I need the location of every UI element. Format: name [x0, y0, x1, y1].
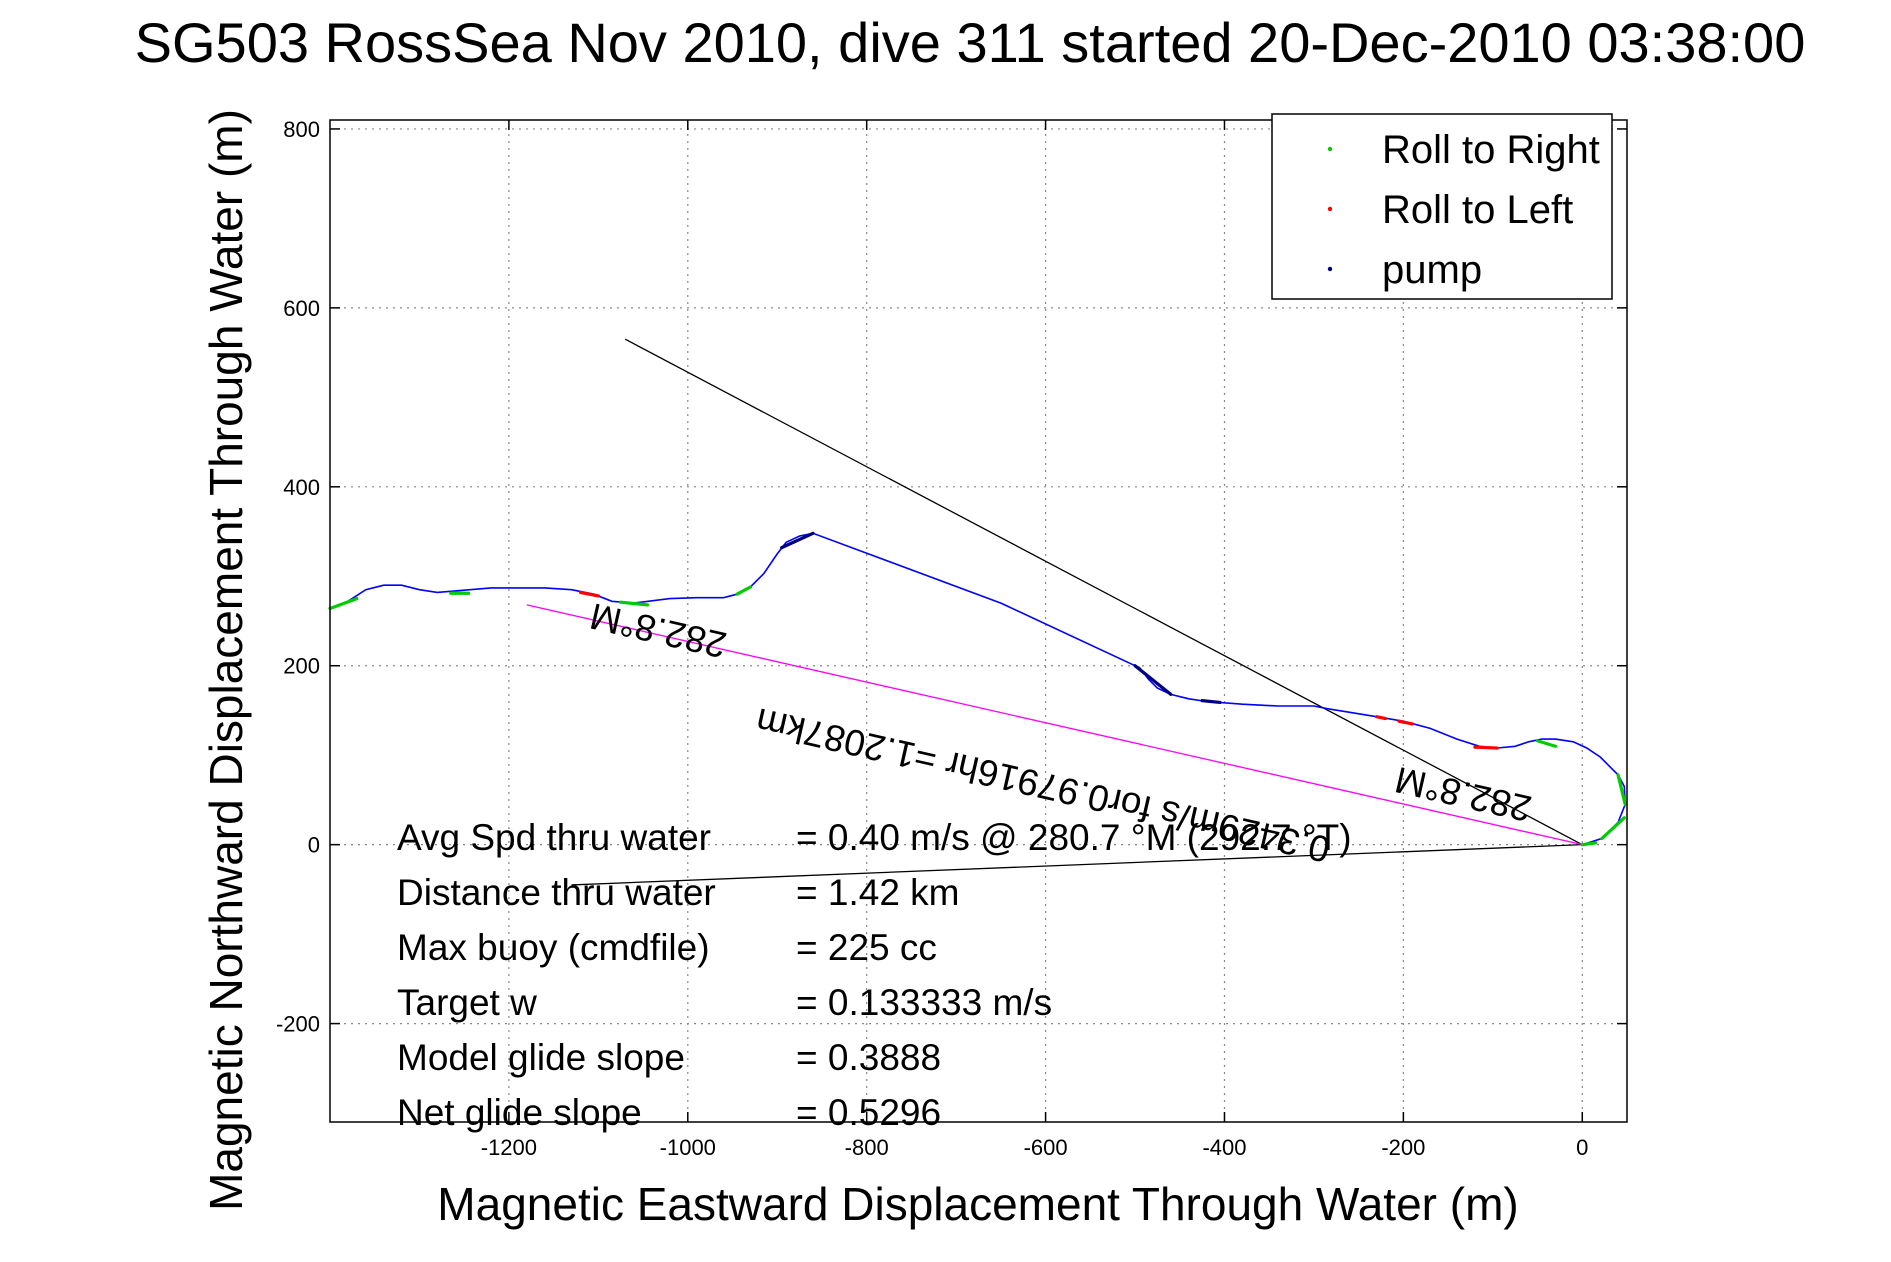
rotated-annotation: 282.8°M	[586, 595, 730, 666]
rotated-annotation: 282.8°M	[1391, 759, 1535, 830]
pump-segment	[780, 531, 815, 550]
legend-marker	[1327, 266, 1333, 272]
stat-value: = 0.5296	[796, 1092, 941, 1133]
reference-lines	[526, 338, 1583, 886]
stat-value: = 0.133333 m/s	[796, 982, 1052, 1023]
glider-track-line	[329, 532, 1627, 846]
stat-value: = 225 cc	[796, 927, 937, 968]
x-tick-label: -1200	[481, 1135, 537, 1160]
stat-label: Max buoy (cmdfile)	[397, 927, 710, 968]
x-tick-label: -800	[845, 1135, 889, 1160]
y-tick-label: 600	[283, 296, 320, 321]
stat-label: Model glide slope	[397, 1037, 685, 1078]
roll-left-segment	[1374, 715, 1388, 721]
chart-title: SG503 RossSea Nov 2010, dive 311 started…	[135, 11, 1806, 74]
y-tick-label: 800	[283, 117, 320, 142]
roll-right-segment	[619, 600, 650, 607]
roll-left-segment	[578, 590, 600, 598]
x-tick-label: -1000	[660, 1135, 716, 1160]
x-tick-label: -200	[1381, 1135, 1425, 1160]
stat-label: Distance thru water	[397, 872, 716, 913]
roll-left-segment	[1397, 719, 1414, 726]
y-tick-label: -200	[276, 1012, 320, 1037]
plot-frame	[329, 119, 1628, 1123]
x-axis-label: Magnetic Eastward Displacement Through W…	[437, 1178, 1518, 1230]
roll-right-segment	[1535, 739, 1558, 748]
y-tick-label: 400	[283, 475, 320, 500]
x-tick-label: -600	[1024, 1135, 1068, 1160]
stats-block: Avg Spd thru water = 0.40 m/s @ 280.7 °M …	[397, 817, 1352, 1133]
pump-segment	[1200, 699, 1222, 705]
x-tick-label: -400	[1202, 1135, 1246, 1160]
stat-label: Net glide slope	[397, 1092, 642, 1133]
track-layer	[328, 531, 1627, 847]
x-tick-label: 0	[1576, 1135, 1588, 1160]
axis-ticks: -1200 -1000 -800 -600 -400 -200 0 -200 0 200 400 60…	[276, 117, 1627, 1160]
roll-right-segment	[328, 597, 359, 611]
roll-right-segment	[735, 585, 753, 596]
legend-label: Roll to Right	[1382, 128, 1600, 172]
y-tick-label: 0	[308, 833, 320, 858]
roll-left-segment	[1473, 745, 1499, 750]
legend-label: pump	[1382, 248, 1482, 292]
legend: Roll to Right Roll to Left pump	[1271, 113, 1613, 300]
legend-marker	[1327, 206, 1333, 212]
heading-line-black	[624, 338, 1583, 846]
stat-label: Avg Spd thru water	[397, 817, 711, 858]
legend-marker	[1327, 146, 1333, 152]
grid	[330, 120, 1627, 1122]
stat-value: = 0.40 m/s @ 280.7 °M (292.7 °T)	[796, 817, 1352, 858]
roll-right-segment	[1580, 841, 1598, 847]
roll-right-segment	[1616, 773, 1627, 807]
roll-right-segment	[1600, 816, 1626, 840]
pump-segment	[1133, 664, 1173, 696]
stat-label: Target w	[397, 982, 537, 1023]
y-tick-label: 200	[283, 654, 320, 679]
legend-label: Roll to Left	[1382, 188, 1573, 232]
y-axis-label: Magnetic Northward Displacement Through …	[200, 109, 252, 1211]
stat-value: = 0.3888	[796, 1037, 941, 1078]
current-line-black	[571, 844, 1583, 886]
stat-value: = 1.42 km	[796, 872, 960, 913]
net-displacement-line	[526, 604, 1583, 846]
